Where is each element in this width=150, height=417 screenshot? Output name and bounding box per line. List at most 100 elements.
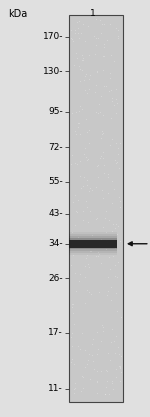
Text: 55-: 55- xyxy=(48,177,63,186)
Point xyxy=(96,378,98,384)
Point xyxy=(85,254,87,261)
Point xyxy=(79,173,82,179)
Point xyxy=(116,230,118,237)
Point xyxy=(115,25,117,32)
Point xyxy=(88,375,91,382)
Point xyxy=(86,156,89,163)
Point xyxy=(103,161,105,168)
Point xyxy=(102,43,105,50)
Point xyxy=(70,301,73,308)
Point xyxy=(86,252,88,259)
Point xyxy=(86,176,88,183)
Point xyxy=(95,81,98,88)
Point xyxy=(79,270,81,277)
Text: 72-: 72- xyxy=(48,143,63,152)
Point xyxy=(118,351,120,357)
Point xyxy=(100,368,102,375)
Bar xyxy=(69,240,117,248)
Point xyxy=(100,260,103,266)
Point xyxy=(88,289,90,295)
Point xyxy=(111,136,113,142)
Point xyxy=(95,253,97,259)
Point xyxy=(87,261,90,267)
Point xyxy=(116,222,119,229)
Point xyxy=(97,249,99,255)
Point xyxy=(112,253,114,259)
Point xyxy=(100,186,103,193)
Point xyxy=(80,329,83,336)
Point xyxy=(71,329,74,336)
Text: 17-: 17- xyxy=(48,329,63,337)
Point xyxy=(86,129,88,136)
Point xyxy=(70,262,72,269)
Point xyxy=(117,145,120,152)
Point xyxy=(98,288,100,295)
Point xyxy=(76,343,79,350)
Point xyxy=(106,274,109,281)
Point xyxy=(84,198,87,204)
Point xyxy=(108,254,111,260)
Point xyxy=(71,35,74,42)
Point xyxy=(92,358,94,364)
Point xyxy=(99,236,102,242)
Bar xyxy=(69,233,117,255)
Point xyxy=(96,69,98,76)
Point xyxy=(78,346,81,352)
Point xyxy=(85,154,88,161)
Point xyxy=(105,229,108,236)
Point xyxy=(75,160,78,167)
Point xyxy=(109,142,111,148)
Point xyxy=(75,131,78,138)
Text: kDa: kDa xyxy=(8,9,28,19)
Point xyxy=(85,240,87,246)
Point xyxy=(75,288,78,295)
Point xyxy=(71,356,73,362)
Point xyxy=(82,57,84,64)
Point xyxy=(115,290,118,296)
Point xyxy=(75,207,77,214)
Point xyxy=(117,34,119,41)
Point xyxy=(102,130,104,137)
Point xyxy=(84,346,86,353)
Point xyxy=(102,195,105,201)
Point xyxy=(104,390,106,397)
Point xyxy=(73,386,75,393)
Point xyxy=(89,72,91,78)
Point xyxy=(113,338,115,344)
Point xyxy=(81,106,83,113)
Point xyxy=(105,246,107,253)
Point xyxy=(105,208,108,215)
Point xyxy=(91,336,94,342)
Point xyxy=(116,308,118,315)
Point xyxy=(75,108,77,115)
Point xyxy=(120,369,122,375)
Text: 130-: 130- xyxy=(42,67,63,76)
Point xyxy=(119,365,121,372)
Text: 170-: 170- xyxy=(42,32,63,41)
Point xyxy=(82,217,84,224)
Point xyxy=(102,112,104,118)
Text: 43-: 43- xyxy=(48,209,63,218)
Point xyxy=(87,357,89,363)
Bar xyxy=(69,238,117,249)
Point xyxy=(104,391,106,397)
Point xyxy=(81,57,83,63)
Point xyxy=(119,140,121,147)
Point xyxy=(101,128,103,134)
Point xyxy=(104,215,107,222)
Point xyxy=(106,350,109,357)
Point xyxy=(117,344,119,351)
Point xyxy=(118,193,120,200)
Point xyxy=(99,155,101,161)
Point xyxy=(77,119,80,126)
Point xyxy=(117,259,119,266)
Point xyxy=(115,221,117,227)
Point xyxy=(78,277,80,284)
Point xyxy=(85,70,87,77)
Point xyxy=(103,41,105,48)
Point xyxy=(88,208,91,215)
Point xyxy=(110,297,112,304)
Text: 34-: 34- xyxy=(48,239,63,248)
Point xyxy=(81,373,83,380)
Point xyxy=(100,21,103,28)
